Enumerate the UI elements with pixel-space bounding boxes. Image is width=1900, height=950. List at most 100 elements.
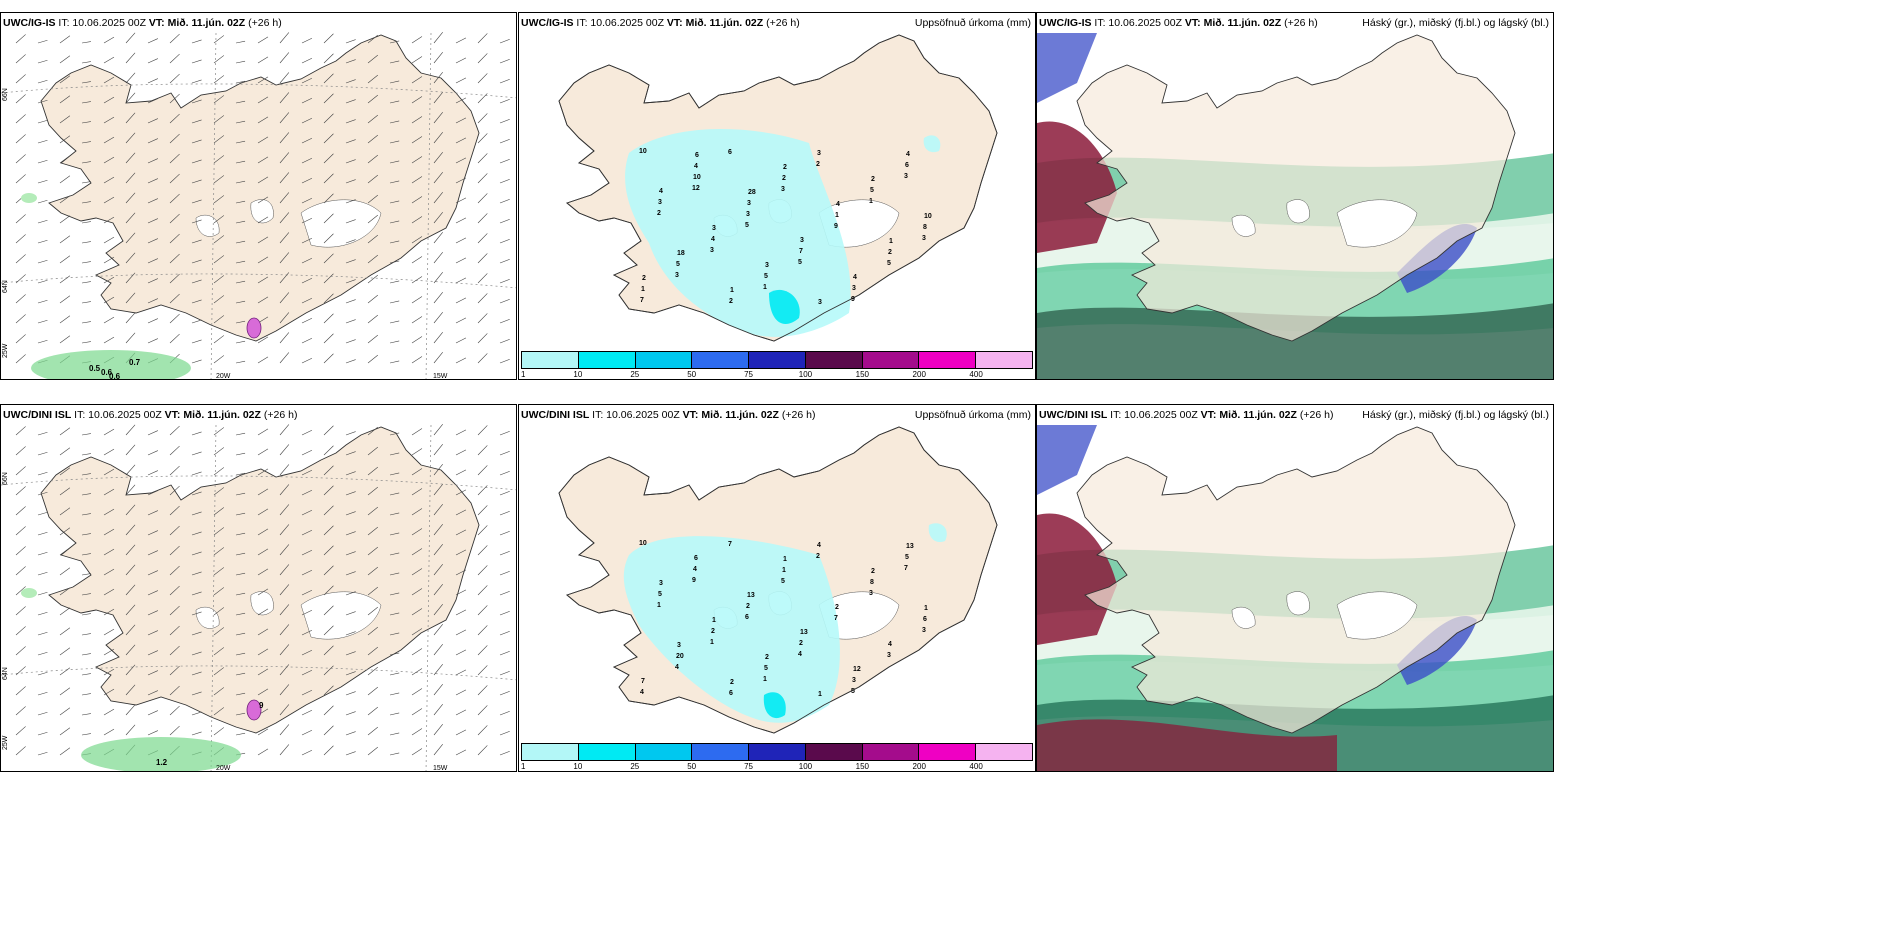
wind-barb (323, 353, 334, 364)
wind-barb (59, 195, 71, 204)
precip-value-label: 5 (764, 665, 768, 672)
wind-barb (455, 689, 467, 696)
colorbar-tick-label: 100 (798, 370, 813, 379)
wind-barb (411, 688, 423, 696)
wind-barb (499, 318, 510, 324)
wind-barb (433, 543, 443, 556)
wind-barb (213, 115, 225, 124)
wind-barb (389, 612, 400, 616)
axis-label: 25W (2, 735, 9, 750)
wind-barb (279, 32, 290, 44)
precip-value-label: 6 (923, 616, 927, 623)
wind-barb (191, 711, 202, 716)
axis-label: 66N (2, 88, 9, 101)
wind-barb (455, 197, 467, 204)
wind-barb (301, 257, 313, 264)
wind-barb (345, 531, 356, 536)
precip-value-label: 1 (889, 238, 893, 245)
wind-barb (235, 552, 246, 556)
wind-barb (103, 448, 115, 456)
precip-area (769, 289, 800, 325)
wind-barb (477, 313, 488, 324)
wind-barb (455, 317, 467, 324)
wind-barb (213, 175, 225, 184)
wind-barb (499, 710, 510, 716)
wind-barb (279, 352, 290, 364)
wind-value-label: 9 (259, 701, 264, 710)
wind-barb (103, 56, 115, 64)
wind-barb (367, 274, 379, 284)
wind-barb (389, 472, 400, 476)
wind-barb (301, 709, 313, 716)
wind-barb (103, 296, 115, 304)
wind-barb (367, 746, 379, 756)
precip-value-label: 7 (640, 297, 644, 304)
precip-value-label: 3 (922, 627, 926, 634)
wind-barb (367, 114, 379, 124)
wind-barb (191, 159, 202, 164)
wind-barb (257, 668, 269, 676)
wind-barb (345, 179, 356, 184)
precip-panel-title: Uppsöfnuð úrkoma (mm) (914, 409, 1031, 421)
wind-barb (455, 57, 467, 64)
latitude-line (1, 475, 516, 491)
wind-barb (103, 196, 115, 204)
wind-barb (235, 452, 246, 456)
wind-barb (455, 529, 467, 536)
wind-barb (411, 488, 423, 496)
wind-barb (213, 355, 225, 364)
wind-barb (301, 337, 313, 344)
wind-barb (257, 116, 269, 124)
precip-value-label: 1 (869, 198, 873, 205)
lead-time: (+26 h) (263, 409, 298, 421)
precip-value-label: 18 (677, 250, 685, 257)
wind-barb (125, 272, 136, 284)
wind-barb (279, 132, 290, 144)
wind-barb (81, 221, 91, 224)
precip-value-label: 7 (641, 678, 645, 685)
wind-barb (15, 626, 26, 636)
wind-barb (411, 116, 423, 124)
wind-barb (81, 613, 91, 616)
wind-barb (433, 583, 443, 596)
wind-barb (213, 295, 225, 304)
wind-barb (323, 685, 334, 696)
wind-barb (367, 334, 379, 344)
wind-barb (37, 179, 48, 184)
wind-barb (81, 141, 91, 144)
wind-barb (15, 506, 26, 516)
wind-barb (147, 530, 158, 536)
wind-barb (477, 73, 488, 84)
wind-barb (279, 172, 290, 184)
wind-barb (433, 663, 443, 676)
wind-barb (323, 93, 334, 104)
wind-barb (345, 591, 356, 596)
wind-barb (169, 153, 180, 164)
wind-barb (15, 726, 26, 736)
wind-barb (301, 177, 313, 184)
model-code: UWC/IG-IS (521, 17, 574, 29)
wind-barb (37, 651, 48, 656)
wind-barb (125, 724, 136, 736)
wind-barb (59, 215, 71, 224)
strong-wind-area (31, 350, 191, 379)
wind-barb (345, 299, 356, 304)
wind-barb (81, 341, 91, 344)
wind-barb (433, 423, 443, 436)
wind-barb (169, 505, 180, 516)
axis-label: 64N (2, 667, 9, 680)
wind-barb (191, 511, 202, 516)
precip-value-label: 3 (675, 272, 679, 279)
coastline (558, 426, 998, 734)
wind-barb (103, 156, 115, 164)
wind-barb (147, 630, 158, 636)
wind-barb (103, 36, 115, 44)
precip-value-label: 8 (870, 579, 874, 586)
wind-barb (169, 485, 180, 496)
precip-value-label: 4 (675, 664, 679, 671)
wind-barb (279, 72, 290, 84)
wind-barb (345, 511, 356, 516)
wind-barb (389, 572, 400, 576)
colorbar-swatch (635, 352, 693, 368)
wind-barb (59, 487, 71, 496)
